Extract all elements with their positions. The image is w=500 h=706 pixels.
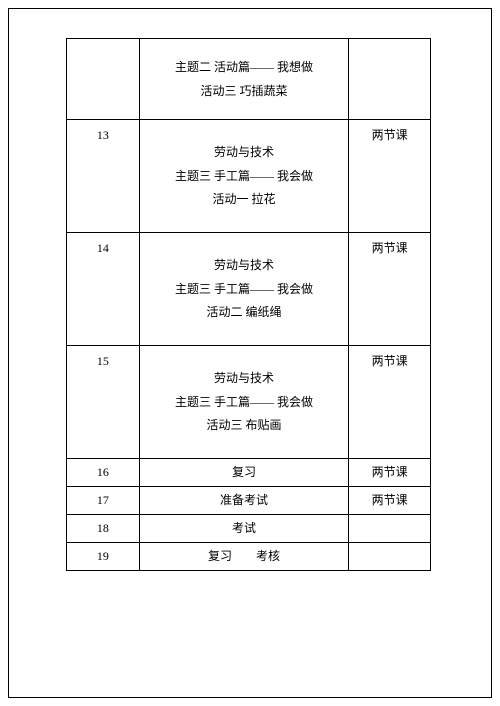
topic-line: 劳动与技术 [140,257,348,274]
cell-topic: 准备考试 [139,487,348,515]
cell-topic: 考试 [139,515,348,543]
table-row: 14 劳动与技术 主题三 手工篇—— 我会做 活动二 编纸绳 两节课 [67,233,431,346]
topic-line: 主题三 手工篇—— 我会做 [140,394,348,411]
schedule-table-wrap: 主题二 活动篇—— 我想做 活动三 巧插蔬菜 13 劳动与技术 主题三 手工篇—… [66,38,431,571]
cell-note: 两节课 [349,233,431,346]
cell-topic: 劳动与技术 主题三 手工篇—— 我会做 活动二 编纸绳 [139,233,348,346]
cell-num: 13 [67,120,140,233]
cell-num: 17 [67,487,140,515]
cell-num: 18 [67,515,140,543]
table-row: 18 考试 [67,515,431,543]
cell-note: 两节课 [349,120,431,233]
topic-line: 活动二 编纸绳 [140,304,348,321]
cell-note: 两节课 [349,346,431,459]
topic-line: 活动三 巧插蔬菜 [140,83,348,100]
cell-topic: 复习 [139,459,348,487]
cell-note [349,39,431,120]
cell-topic: 劳动与技术 主题三 手工篇—— 我会做 活动三 布贴画 [139,346,348,459]
cell-topic: 劳动与技术 主题三 手工篇—— 我会做 活动一 拉花 [139,120,348,233]
table-row: 15 劳动与技术 主题三 手工篇—— 我会做 活动三 布贴画 两节课 [67,346,431,459]
cell-num: 14 [67,233,140,346]
table-row: 13 劳动与技术 主题三 手工篇—— 我会做 活动一 拉花 两节课 [67,120,431,233]
topic-line: 主题三 手工篇—— 我会做 [140,168,348,185]
table-row: 19 复习 考核 [67,543,431,571]
topic-line: 主题三 手工篇—— 我会做 [140,281,348,298]
cell-num: 16 [67,459,140,487]
table-row: 主题二 活动篇—— 我想做 活动三 巧插蔬菜 [67,39,431,120]
table-row: 17 准备考试 两节课 [67,487,431,515]
topic-line: 主题二 活动篇—— 我想做 [140,59,348,76]
cell-note: 两节课 [349,487,431,515]
topic-line: 劳动与技术 [140,144,348,161]
cell-num [67,39,140,120]
cell-note [349,515,431,543]
cell-topic: 复习 考核 [139,543,348,571]
cell-num: 15 [67,346,140,459]
cell-note: 两节课 [349,459,431,487]
cell-note [349,543,431,571]
topic-line: 活动一 拉花 [140,191,348,208]
cell-num: 19 [67,543,140,571]
cell-topic: 主题二 活动篇—— 我想做 活动三 巧插蔬菜 [139,39,348,120]
schedule-table: 主题二 活动篇—— 我想做 活动三 巧插蔬菜 13 劳动与技术 主题三 手工篇—… [66,38,431,571]
topic-line: 劳动与技术 [140,370,348,387]
table-row: 16 复习 两节课 [67,459,431,487]
topic-line: 活动三 布贴画 [140,417,348,434]
